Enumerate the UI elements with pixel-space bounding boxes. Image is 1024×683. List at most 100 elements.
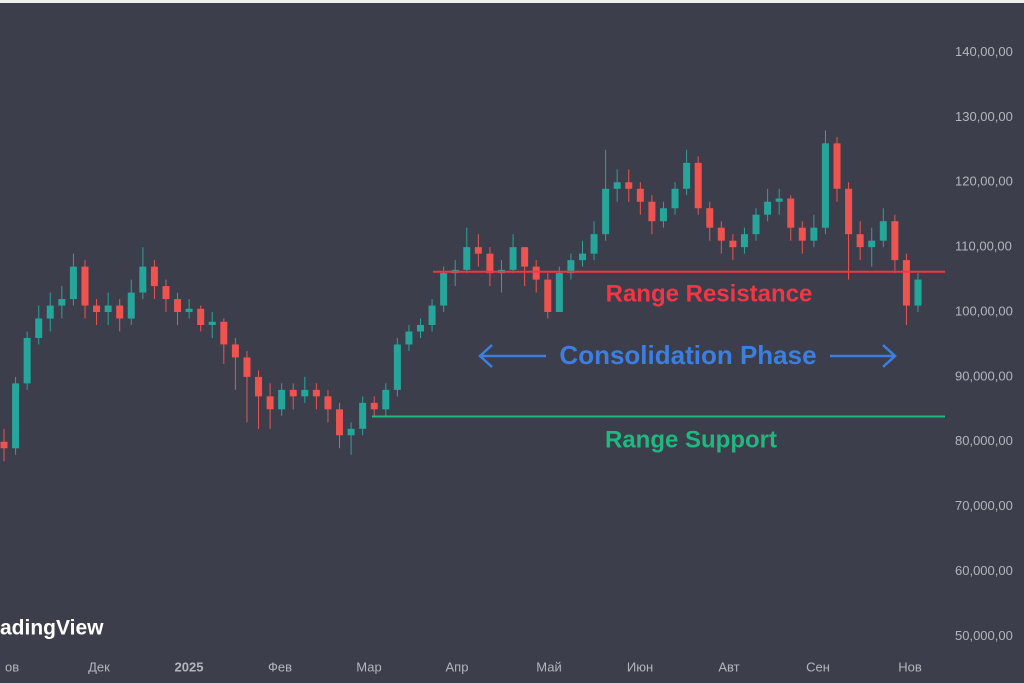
candle-body: [127, 292, 135, 319]
x-tick-label: Апр: [446, 659, 469, 674]
x-tick-label: 2025: [175, 659, 204, 674]
candle-body: [162, 286, 170, 300]
candle-body: [602, 188, 610, 235]
candle-body: [521, 247, 529, 267]
y-tick-label: 80,000,00: [955, 433, 1013, 448]
candle-body: [671, 188, 679, 209]
candle-body: [891, 221, 899, 261]
x-tick-label: Нов: [898, 659, 922, 674]
candle-body: [706, 208, 714, 228]
candle-body: [58, 299, 66, 306]
candle-body: [532, 266, 540, 280]
candle-body: [197, 308, 205, 325]
y-tick-label: 70,000,00: [955, 498, 1013, 513]
candle-body: [845, 188, 853, 235]
y-tick-label: 60,000,00: [955, 563, 1013, 578]
candle-body: [324, 396, 332, 410]
candle-body: [567, 260, 575, 274]
candle-body: [208, 321, 216, 325]
candle-body: [359, 402, 367, 429]
y-tick-label: 50,000,00: [955, 628, 1013, 643]
candle-body: [289, 389, 297, 397]
y-tick-label: 100,00,00: [955, 303, 1013, 318]
candle-body: [694, 162, 702, 209]
candle-body: [648, 201, 656, 222]
y-tick-label: 110,00,00: [955, 239, 1012, 254]
x-tick-label: Фев: [268, 659, 292, 674]
candle-body: [578, 253, 586, 261]
candle-body: [833, 143, 841, 189]
candle-body: [740, 234, 748, 248]
candle-body: [0, 441, 8, 449]
x-tick-label: Май: [536, 659, 561, 674]
candle-body: [231, 344, 239, 358]
x-tick-label: Июн: [627, 659, 653, 674]
resistance-label: Range Resistance: [606, 280, 813, 307]
candle-body: [659, 208, 667, 222]
candle-body: [23, 337, 31, 384]
candle-body: [868, 240, 876, 248]
candle-body: [150, 266, 158, 287]
candle-body: [35, 318, 43, 338]
candle-body: [590, 234, 598, 254]
candle-body: [46, 305, 54, 319]
x-tick-label: ов: [5, 659, 19, 674]
candle-body: [93, 305, 101, 313]
candle-body: [729, 240, 737, 248]
candle-body: [555, 273, 563, 313]
candle-body: [625, 182, 633, 189]
candle-body: [370, 402, 378, 410]
candle-body: [798, 227, 806, 241]
candle-body: [405, 331, 413, 345]
y-tick-label: 140,00,00: [955, 44, 1013, 59]
y-tick-label: 120,00,00: [955, 174, 1013, 189]
candle-body: [613, 182, 621, 189]
candle-body: [336, 409, 344, 436]
candle-body: [428, 305, 436, 325]
candle-body: [787, 198, 795, 228]
x-tick-label: Дек: [88, 659, 110, 674]
candle-body: [463, 247, 471, 270]
candle-body: [440, 273, 448, 306]
x-tick-label: Мар: [356, 659, 381, 674]
candle-body: [12, 383, 20, 449]
candle-body: [879, 221, 887, 241]
arrow-left: [478, 344, 546, 368]
candle-body: [174, 299, 182, 313]
candle-body: [810, 227, 818, 241]
candle-body: [185, 308, 193, 313]
candle-body: [821, 143, 829, 228]
watermark: adingView: [0, 617, 104, 640]
candle-body: [312, 389, 320, 397]
candle-body: [278, 389, 286, 410]
candle-body: [544, 279, 552, 313]
arrow-right: [830, 344, 897, 368]
candle-body: [717, 227, 725, 241]
x-tick-label: Авт: [718, 659, 739, 674]
phase-label: Consolidation Phase: [559, 340, 816, 370]
candle-body: [116, 305, 124, 319]
candle-body: [255, 376, 263, 397]
candle-body: [486, 253, 494, 274]
candle-body: [683, 162, 691, 189]
y-tick-label: 130,00,00: [955, 109, 1013, 124]
candle-body: [914, 279, 922, 306]
candle-body: [382, 389, 390, 410]
candle-body: [347, 428, 355, 436]
candle-body: [69, 266, 77, 300]
candle-body: [417, 325, 425, 332]
candle-body: [764, 201, 772, 215]
candle-body: [752, 214, 760, 235]
candle-body: [393, 344, 401, 390]
x-tick-label: Сен: [806, 659, 830, 674]
candle-body: [636, 188, 644, 202]
candle-body: [243, 357, 251, 377]
candle-body: [509, 247, 517, 270]
y-tick-label: 90,000,00: [955, 368, 1013, 383]
candle-body: [104, 305, 112, 313]
candle-body: [220, 321, 228, 345]
candle-body: [902, 260, 910, 306]
candle-body: [856, 234, 864, 248]
